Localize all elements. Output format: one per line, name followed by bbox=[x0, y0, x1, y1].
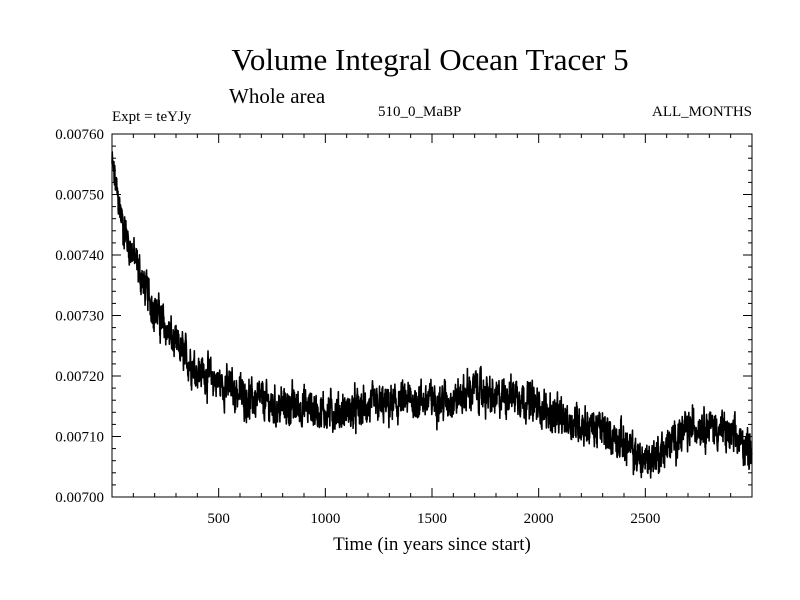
plot-frame bbox=[111, 133, 753, 498]
header-period: 510_0_MaBP bbox=[378, 104, 461, 120]
chart-subtitle: Whole area bbox=[229, 84, 326, 108]
series-layer bbox=[111, 150, 753, 479]
x-tick-label: 500 bbox=[207, 511, 230, 527]
y-tick-label: 0.00740 bbox=[55, 248, 104, 264]
x-tick-label: 1000 bbox=[310, 511, 340, 527]
y-tick-label: 0.00730 bbox=[55, 309, 104, 325]
x-tick-label: 1500 bbox=[417, 511, 447, 527]
tick-labels-layer: 500 1000 1500 2000 2500 0.00700 0.00710 0.00720… bbox=[55, 127, 660, 527]
x-tick-label: 2500 bbox=[630, 511, 660, 527]
y-tick-label: 0.00760 bbox=[55, 127, 104, 143]
y-tick-label: 0.00750 bbox=[55, 188, 104, 204]
header-months: ALL_MONTHS bbox=[652, 104, 752, 120]
series-line bbox=[111, 150, 753, 479]
chart-title: Volume Integral Ocean Tracer 5 bbox=[231, 42, 628, 77]
x-axis-label: Time (in years since start) bbox=[333, 534, 531, 555]
y-tick-label: 0.00720 bbox=[55, 369, 104, 385]
y-tick-label: 0.00700 bbox=[55, 490, 104, 506]
ticks-layer bbox=[112, 133, 752, 498]
y-tick-label: 0.00710 bbox=[55, 430, 104, 446]
x-tick-label: 2000 bbox=[524, 511, 554, 527]
header-experiment: Expt = teYJy bbox=[112, 109, 192, 125]
